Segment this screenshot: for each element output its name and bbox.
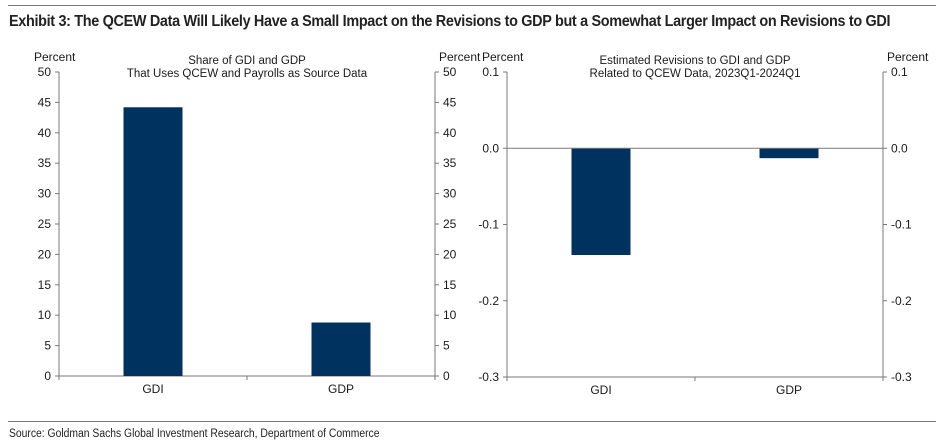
y-tick-label-left: -0.3 bbox=[478, 370, 499, 384]
y-tick-label-right: 5 bbox=[443, 339, 450, 353]
y-tick-label-right: 50 bbox=[443, 65, 457, 79]
bottom-rule bbox=[8, 421, 936, 422]
y-tick-label-left: 0.1 bbox=[482, 65, 499, 79]
y-tick-label-right: 20 bbox=[443, 247, 457, 261]
x-tick-label: GDI bbox=[590, 383, 611, 397]
y-tick-label-left: 25 bbox=[38, 217, 52, 231]
y-axis-label-right: Percent bbox=[439, 50, 481, 64]
y-tick-label-right: 0.0 bbox=[891, 141, 908, 155]
y-axis-label-left: Percent bbox=[482, 50, 524, 64]
exhibit-title: Exhibit 3: The QCEW Data Will Likely Hav… bbox=[9, 13, 891, 30]
y-tick-label-right: 30 bbox=[443, 187, 457, 201]
y-tick-label-left: -0.2 bbox=[478, 294, 499, 308]
top-rule bbox=[8, 5, 936, 6]
chart-panel-2: Estimated Revisions to GDI and GDPRelate… bbox=[478, 50, 929, 397]
x-tick-label: GDI bbox=[142, 382, 163, 396]
y-tick-label-left: -0.1 bbox=[478, 218, 499, 232]
y-tick-label-right: 15 bbox=[443, 278, 457, 292]
chart-title-line: That Uses QCEW and Payrolls as Source Da… bbox=[127, 68, 368, 80]
y-tick-label-left: 5 bbox=[44, 339, 51, 353]
y-tick-label-right: 35 bbox=[443, 156, 457, 170]
y-tick-label-right: -0.1 bbox=[891, 218, 912, 232]
chart-title-line: Estimated Revisions to GDI and GDP bbox=[599, 55, 790, 67]
y-tick-label-left: 20 bbox=[38, 247, 52, 261]
source-note: Source: Goldman Sachs Global Investment … bbox=[9, 428, 380, 440]
y-tick-label-right: 10 bbox=[443, 308, 457, 322]
y-tick-label-left: 45 bbox=[38, 95, 52, 109]
y-tick-label-left: 0 bbox=[44, 369, 51, 383]
y-tick-label-left: 40 bbox=[38, 126, 52, 140]
chart-title-line: Related to QCEW Data, 2023Q1-2024Q1 bbox=[590, 68, 801, 80]
chart-title-line: Share of GDI and GDP bbox=[188, 55, 306, 67]
y-tick-label-right: 0.1 bbox=[891, 65, 908, 79]
y-axis-label-right: Percent bbox=[887, 50, 929, 64]
x-tick-label: GDP bbox=[776, 383, 802, 397]
x-tick-label: GDP bbox=[328, 382, 354, 396]
y-tick-label-left: 10 bbox=[38, 308, 52, 322]
y-tick-label-right: 40 bbox=[443, 126, 457, 140]
y-tick-label-left: 50 bbox=[38, 65, 52, 79]
y-axis-label-left: Percent bbox=[34, 50, 76, 64]
y-tick-label-left: 35 bbox=[38, 156, 52, 170]
y-tick-label-right: 0 bbox=[443, 369, 450, 383]
y-tick-label-right: 45 bbox=[443, 95, 457, 109]
y-tick-label-right: -0.3 bbox=[891, 370, 912, 384]
y-tick-label-right: 25 bbox=[443, 217, 457, 231]
y-tick-label-right: -0.2 bbox=[891, 294, 912, 308]
y-tick-label-left: 15 bbox=[38, 278, 52, 292]
y-tick-label-left: 0.0 bbox=[482, 141, 499, 155]
bar-gdi bbox=[123, 107, 183, 376]
bar-gdp bbox=[311, 322, 371, 376]
bar-gdi bbox=[571, 148, 631, 255]
bar-gdp bbox=[759, 148, 819, 159]
y-tick-label-left: 30 bbox=[38, 187, 52, 201]
